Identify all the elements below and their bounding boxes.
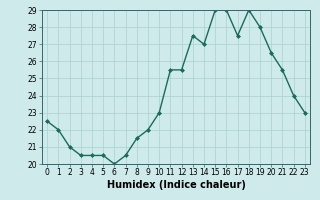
- X-axis label: Humidex (Indice chaleur): Humidex (Indice chaleur): [107, 180, 245, 190]
